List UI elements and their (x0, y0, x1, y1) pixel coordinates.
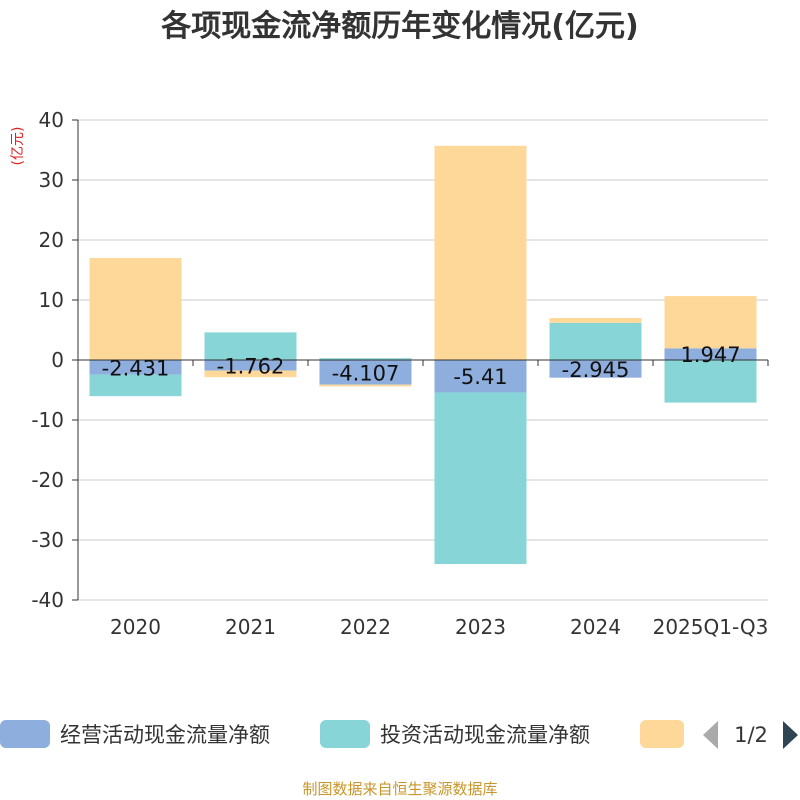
x-tick-label: 2024 (570, 615, 621, 639)
bar-operating-2021 (204, 360, 297, 371)
bar-financing-2024 (549, 318, 642, 323)
bar-operating-2023 (434, 360, 527, 393)
data-label-operating-2024: -2.945 (562, 358, 630, 382)
x-tick-label: 2025Q1-Q3 (653, 615, 769, 639)
bar-operating-2024 (549, 360, 642, 378)
y-tick-label: 20 (39, 228, 64, 252)
data-labels: -2.431 -1.762 -4.107 -5.41 -2.945 1.947 (102, 343, 741, 389)
y-tick-label: 30 (39, 168, 64, 192)
source-note: 制图数据来自恒生聚源数据库 (302, 780, 497, 798)
bar-operating-2020 (89, 360, 182, 375)
grid-lines (78, 119, 768, 601)
legend-swatch-financing[interactable] (640, 720, 684, 748)
bar-operating-2025q1-q3 (664, 348, 757, 360)
data-label-operating-2020: -2.431 (102, 356, 170, 380)
y-tick-label: -20 (31, 468, 64, 492)
bar-investing-2022 (319, 358, 412, 360)
legend-prev-page-icon[interactable] (703, 721, 718, 749)
chart-title: 各项现金流净额历年变化情况(亿元) (160, 9, 638, 44)
y-axis-unit-label: (亿元) (10, 127, 26, 166)
legend-label-investing[interactable]: 投资活动现金流量净额 (380, 723, 590, 747)
y-tick-label: 40 (39, 108, 64, 132)
y-axis: 40 30 20 10 0 -10 -20 -30 -40 (31, 108, 78, 612)
bar-operating-2022 (319, 360, 412, 385)
bar-financing-2025q1-q3 (664, 296, 757, 349)
axes (77, 120, 769, 600)
bar-financing-2022 (319, 384, 412, 387)
legend-label-operating[interactable]: 经营活动现金流量净额 (60, 723, 270, 747)
bar-investing-2024 (549, 322, 642, 360)
legend-next-page-icon[interactable] (783, 721, 798, 749)
legend-swatch-investing[interactable] (320, 720, 370, 748)
x-tick-label: 2021 (225, 615, 276, 639)
data-label-operating-2025q1-q3: 1.947 (680, 343, 740, 367)
y-tick-label: 10 (39, 288, 64, 312)
legend-swatch-operating[interactable] (0, 720, 50, 748)
y-tick-label: 0 (51, 348, 64, 372)
x-tick-label: 2023 (455, 615, 506, 639)
bar-investing-2020 (89, 374, 182, 397)
legend-page-indicator: 1/2 (734, 723, 768, 747)
data-label-operating-2021: -1.762 (217, 354, 285, 378)
x-tick-label: 2020 (110, 615, 161, 639)
x-tick-label: 2022 (340, 615, 391, 639)
x-axis: 2020 2021 2022 2023 2024 2025Q1-Q3 (110, 615, 768, 639)
legend: 经营活动现金流量净额 投资活动现金流量净额 1/2 (0, 720, 798, 749)
bar-financing-2020 (89, 258, 182, 360)
bar-investing-2021 (204, 332, 297, 360)
data-label-operating-2022: -4.107 (332, 361, 400, 385)
y-tick-label: -30 (31, 528, 64, 552)
data-label-operating-2023: -5.41 (453, 365, 507, 389)
bar-financing-2021 (204, 370, 297, 378)
bar-investing-2025q1-q3 (664, 360, 757, 403)
bar-financing-2023 (434, 145, 527, 360)
y-tick-label: -10 (31, 408, 64, 432)
bar-investing-2023 (434, 392, 527, 565)
bars (89, 145, 757, 565)
y-tick-label: -40 (31, 588, 64, 612)
